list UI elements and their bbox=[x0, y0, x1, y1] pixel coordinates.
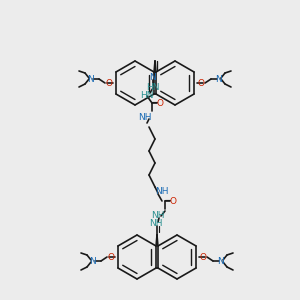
Text: N: N bbox=[90, 256, 96, 266]
Text: HN: HN bbox=[140, 91, 154, 100]
Text: O: O bbox=[200, 253, 206, 262]
Text: O: O bbox=[106, 79, 112, 88]
Text: NH: NH bbox=[138, 112, 152, 122]
Text: N: N bbox=[218, 256, 224, 266]
Text: NH: NH bbox=[149, 220, 163, 229]
Text: O: O bbox=[169, 196, 176, 206]
Text: N: N bbox=[216, 74, 222, 83]
Text: N: N bbox=[150, 73, 156, 82]
Text: O: O bbox=[107, 253, 115, 262]
Text: NH: NH bbox=[155, 187, 169, 196]
Text: N: N bbox=[88, 74, 94, 83]
Text: HN: HN bbox=[146, 82, 160, 91]
Text: NH: NH bbox=[151, 211, 165, 220]
Text: O: O bbox=[157, 98, 164, 107]
Text: O: O bbox=[197, 79, 205, 88]
